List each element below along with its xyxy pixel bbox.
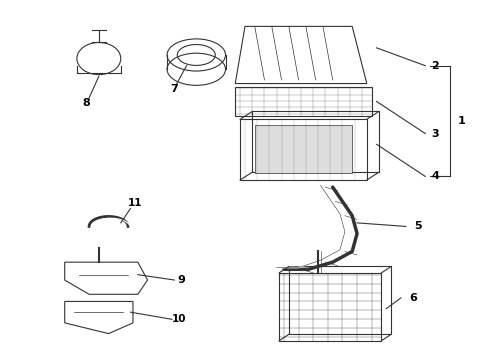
Text: 7: 7: [171, 84, 178, 94]
Text: 10: 10: [172, 314, 187, 324]
Text: 8: 8: [83, 98, 91, 108]
Text: 4: 4: [431, 171, 439, 181]
Polygon shape: [255, 125, 352, 173]
Text: 1: 1: [458, 116, 466, 126]
Text: 11: 11: [128, 198, 143, 208]
Text: 9: 9: [178, 275, 186, 285]
Text: 2: 2: [431, 61, 439, 71]
Text: 5: 5: [414, 221, 422, 231]
Text: 6: 6: [409, 293, 417, 303]
Text: 3: 3: [431, 129, 439, 139]
